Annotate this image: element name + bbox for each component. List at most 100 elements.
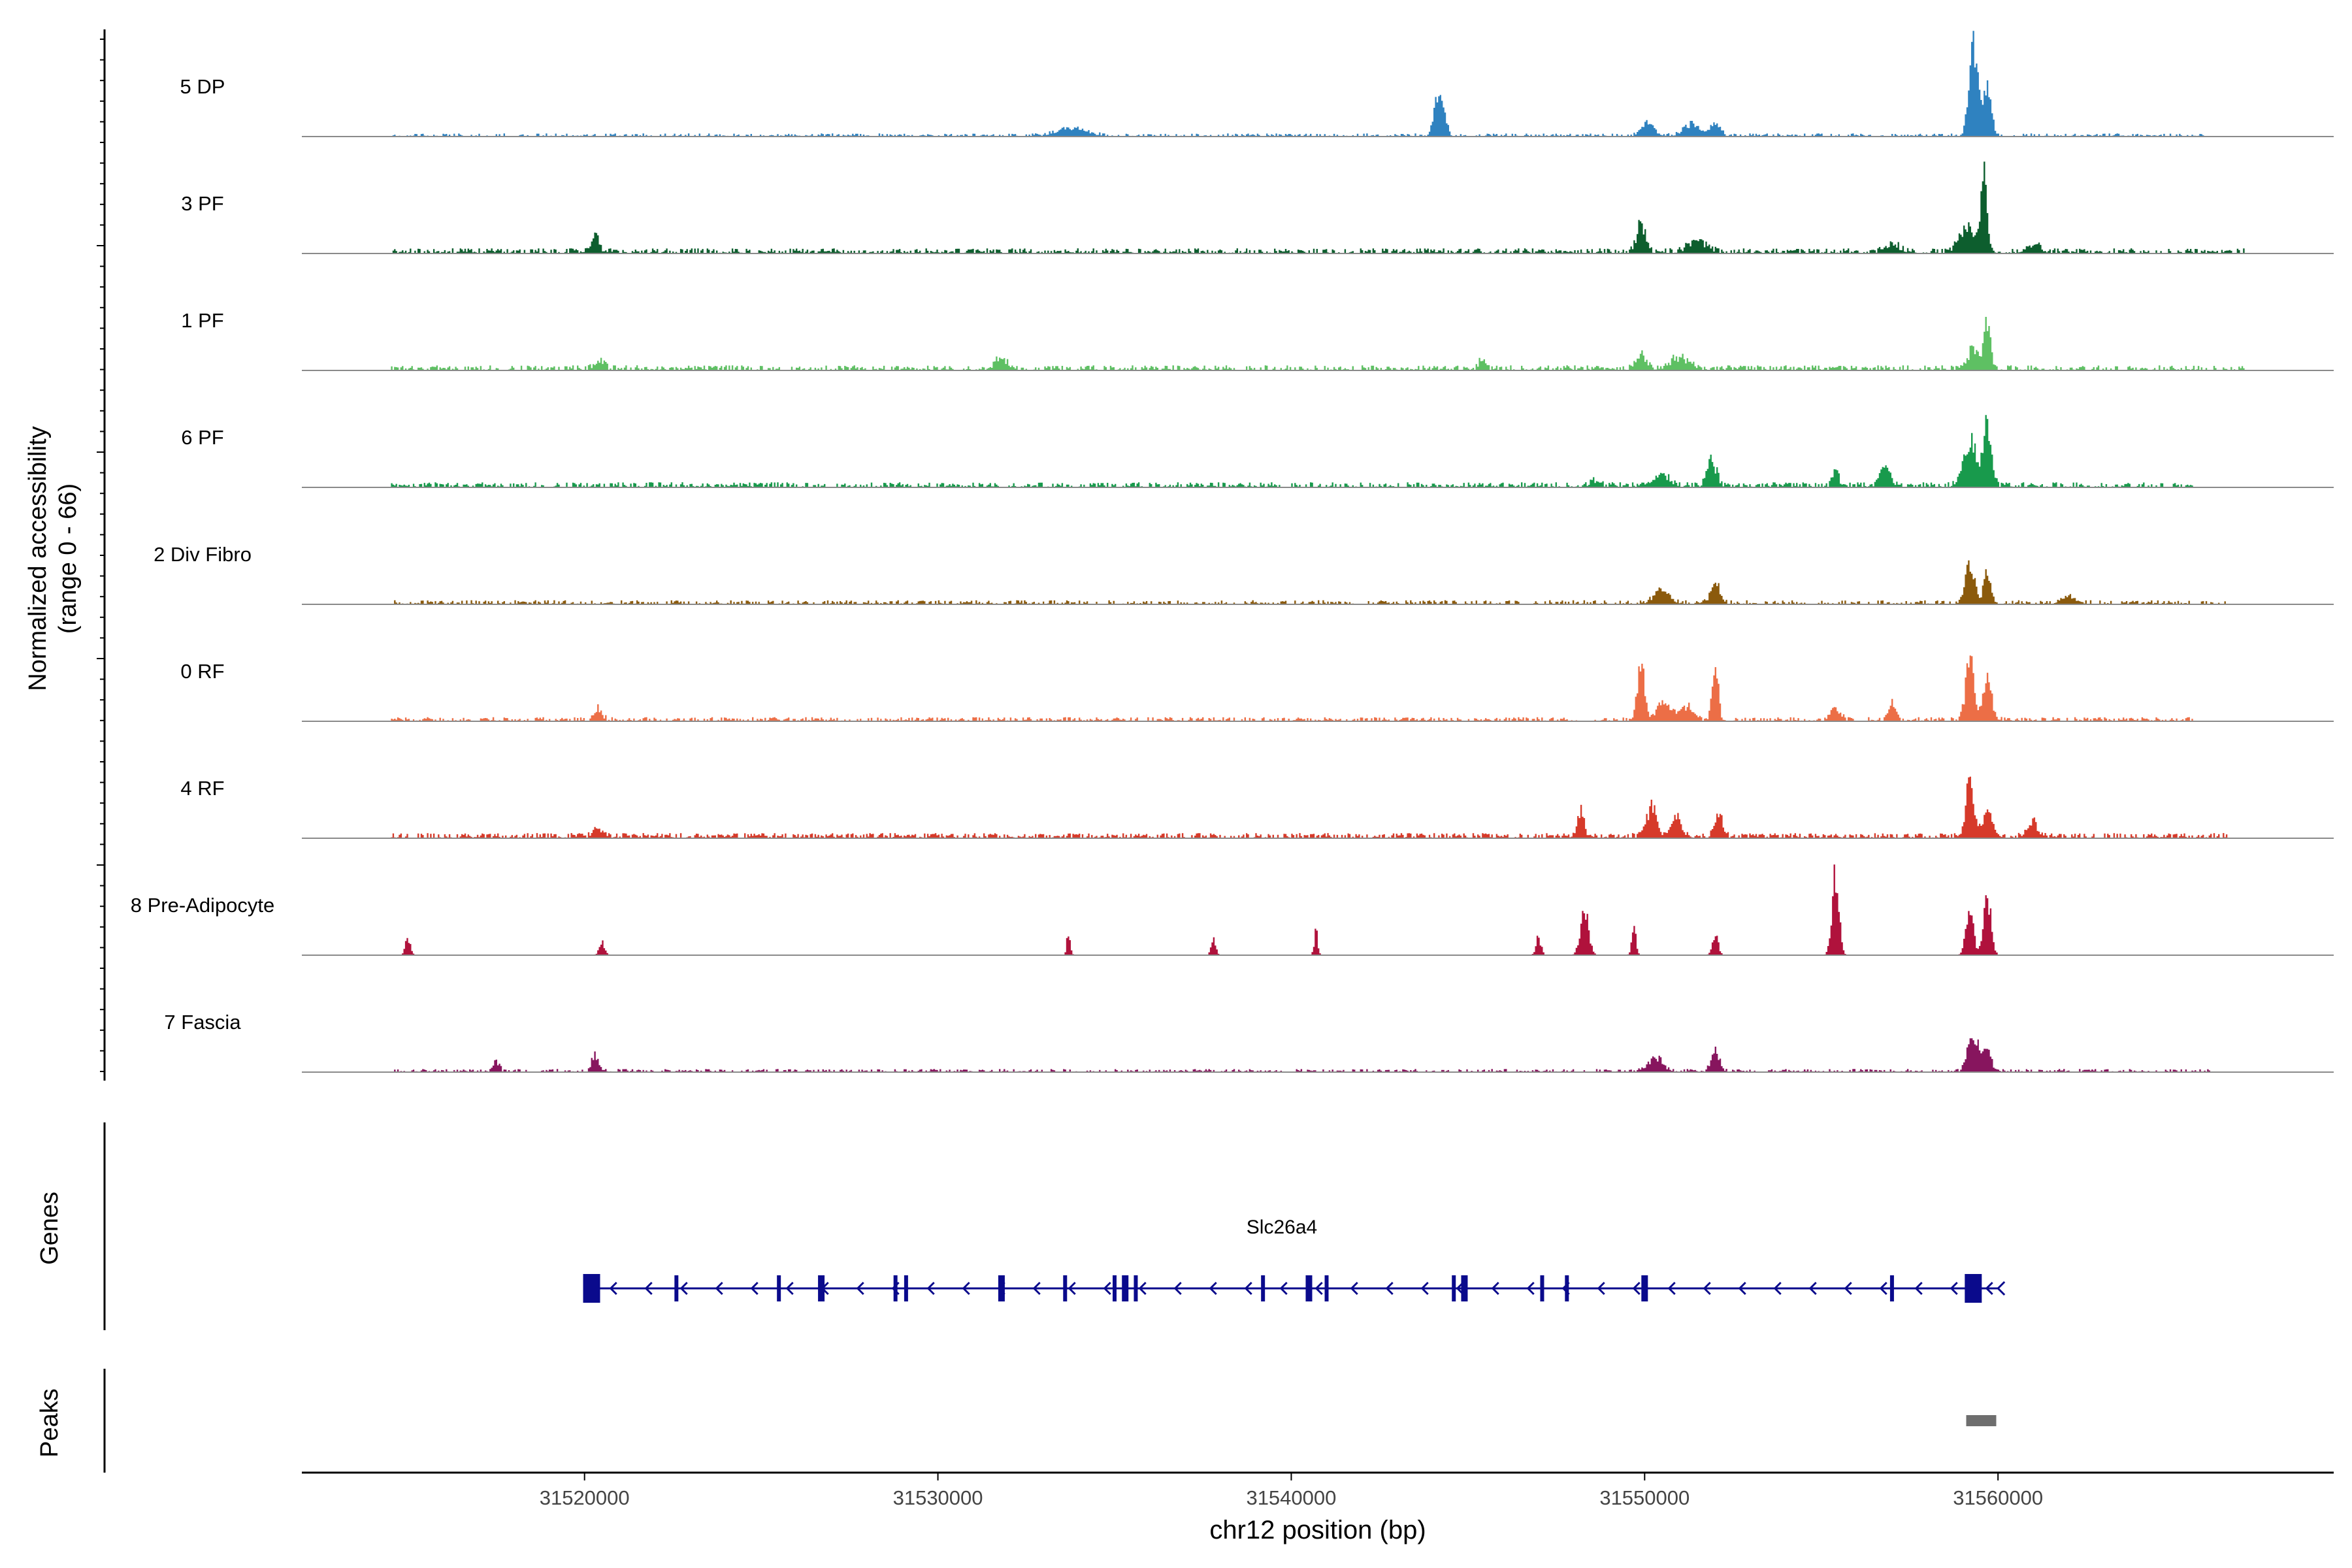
track-1-pf: 1 PF: [181, 309, 2334, 371]
strand-chevron: [856, 1281, 864, 1296]
exon: [1641, 1275, 1648, 1301]
exon: [893, 1275, 898, 1301]
strand-chevron: [1950, 1281, 1958, 1296]
exon: [1461, 1275, 1468, 1301]
exon: [1540, 1275, 1544, 1301]
exon: [1889, 1275, 1894, 1301]
strand-chevron: [962, 1281, 970, 1296]
strand-chevron: [750, 1281, 759, 1296]
track-5-dp: 5 DP: [180, 31, 2334, 137]
strand-chevron: [1315, 1281, 1323, 1296]
genes-panel-label: Genes: [36, 1192, 63, 1265]
x-axis: 31520000 31530000 31540000 31550000 31560000: [540, 1473, 2043, 1509]
strand-chevron: [1703, 1281, 1711, 1296]
strand-chevron: [1420, 1281, 1429, 1296]
coverage-area: [302, 776, 2334, 838]
coverage-area: [302, 415, 2334, 487]
x-tick-label: 31530000: [893, 1486, 983, 1509]
strand-chevron: [1350, 1281, 1358, 1296]
exon: [777, 1275, 781, 1301]
track-7-fascia: 7 Fascia: [164, 1011, 2334, 1073]
strand-chevron: [1279, 1281, 1288, 1296]
strand-chevron: [1068, 1281, 1076, 1296]
strand-chevron: [1491, 1281, 1499, 1296]
exon: [1122, 1275, 1129, 1301]
exon: [1452, 1275, 1456, 1301]
track-2-div-fibro: 2 Div Fibro: [154, 543, 2334, 605]
exon: [1134, 1275, 1138, 1301]
track-label: 6 PF: [181, 426, 223, 449]
x-tick-label: 31550000: [1599, 1486, 1690, 1509]
strand-chevron: [1632, 1281, 1641, 1296]
x-tick-label: 31560000: [1953, 1486, 2043, 1509]
exon: [583, 1274, 600, 1303]
strand-chevron: [1173, 1281, 1182, 1296]
y-axis-title: Normalized accessibility: [24, 426, 52, 691]
strand-chevron: [1808, 1281, 1817, 1296]
strand-chevron: [1738, 1281, 1746, 1296]
track-label: 1 PF: [181, 309, 223, 332]
exon: [818, 1275, 825, 1301]
exon: [1324, 1275, 1329, 1301]
peak-region: [1966, 1415, 1997, 1426]
exon: [1113, 1275, 1117, 1301]
track-label: 4 RF: [180, 777, 224, 800]
strand-chevron: [1244, 1281, 1252, 1296]
exon: [998, 1275, 1005, 1301]
peak-regions: [1966, 1415, 1997, 1426]
gene-model: [583, 1274, 2006, 1303]
coverage-area: [302, 560, 2334, 604]
strand-chevron: [1138, 1281, 1147, 1296]
strand-chevron: [609, 1281, 617, 1296]
x-tick-label: 31540000: [1246, 1486, 1336, 1509]
track-6-pf: 6 PF: [181, 415, 2334, 488]
strand-chevron: [1879, 1281, 1887, 1296]
y-axis: [97, 29, 106, 1081]
track-0-rf: 0 RF: [180, 655, 2334, 722]
coverage-tracks: 5 DP 3 PF 1 PF 6 PF 2 Div Fibro 0 RF 4 RF 8 Pre…: [131, 31, 2334, 1073]
coverage-area: [302, 655, 2334, 721]
strand-chevron: [644, 1281, 653, 1296]
exon: [1261, 1275, 1266, 1301]
coverage-area: [302, 317, 2334, 370]
strand-chevron: [1844, 1281, 1852, 1296]
strand-chevron: [1985, 1281, 1993, 1296]
y-axis-range: (range 0 - 66): [54, 483, 82, 634]
track-label: 3 PF: [181, 192, 223, 215]
exon: [1565, 1275, 1569, 1301]
peaks-panel-label: Peaks: [36, 1388, 63, 1458]
strand-chevron: [785, 1281, 794, 1296]
strand-chevron: [1385, 1281, 1394, 1296]
coverage-area: [302, 864, 2334, 955]
strand-chevron: [715, 1281, 723, 1296]
exon: [1965, 1274, 1982, 1303]
track-4-rf: 4 RF: [180, 776, 2334, 839]
strand-chevron: [1997, 1281, 2006, 1296]
strand-chevron: [1209, 1281, 1217, 1296]
strand-chevron: [679, 1281, 688, 1296]
strand-chevron: [1773, 1281, 1782, 1296]
strand-chevron: [1914, 1281, 1923, 1296]
track-8-pre-adipocyte: 8 Pre-Adipocyte: [131, 864, 2334, 956]
strand-chevron: [1103, 1281, 1111, 1296]
exon: [1305, 1275, 1313, 1301]
strand-chevron: [1032, 1281, 1041, 1296]
track-label: 8 Pre-Adipocyte: [131, 894, 275, 917]
x-axis-title: chr12 position (bp): [1209, 1516, 1426, 1544]
strand-chevron: [1526, 1281, 1535, 1296]
coverage-area: [302, 161, 2334, 253]
track-3-pf: 3 PF: [181, 161, 2334, 254]
strand-chevron: [926, 1281, 935, 1296]
exon: [904, 1275, 908, 1301]
strand-chevron: [1597, 1281, 1605, 1296]
gene-name-label: Slc26a4: [1247, 1217, 1317, 1238]
x-tick-label: 31520000: [540, 1486, 630, 1509]
coverage-area: [302, 31, 2334, 137]
track-label: 7 Fascia: [164, 1011, 241, 1034]
exon: [1063, 1275, 1068, 1301]
track-label: 2 Div Fibro: [154, 543, 252, 566]
track-label: 5 DP: [180, 75, 225, 98]
exon: [674, 1275, 679, 1301]
strand-chevron: [1667, 1281, 1676, 1296]
